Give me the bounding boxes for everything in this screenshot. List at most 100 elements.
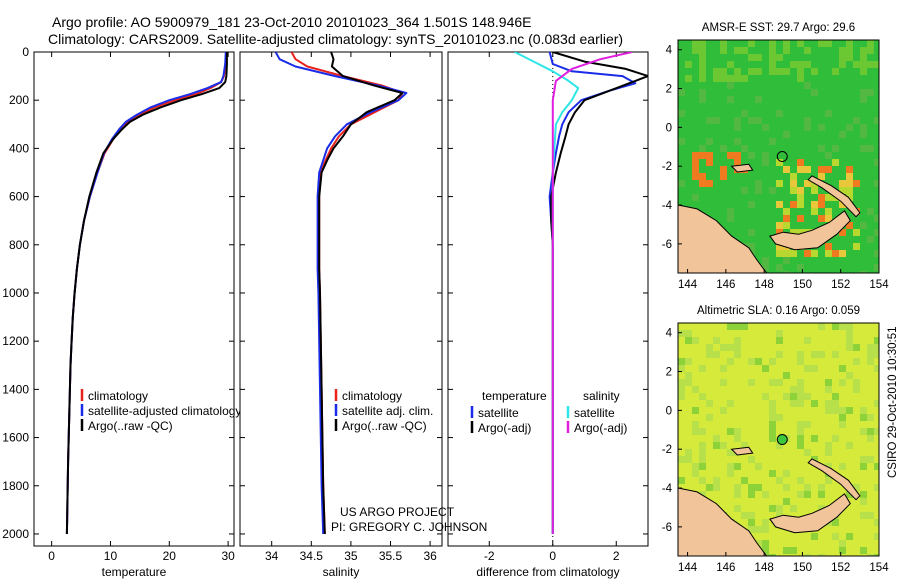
sla-map-cell: [783, 470, 790, 477]
sst-map-cell: [804, 124, 811, 131]
sst-map-cell: [776, 250, 783, 257]
temperature-xtick-label: 30: [221, 549, 235, 563]
sst-map-cell: [783, 250, 790, 257]
sst-map-field: [678, 40, 879, 273]
sst-map-cell: [860, 89, 867, 96]
sla-map-cell: [860, 512, 867, 519]
sst-map-cell: [755, 117, 762, 124]
sst-map-cell: [846, 124, 853, 131]
sla-map-xtick-label: 152: [831, 562, 850, 574]
sst-map-cell: [853, 61, 860, 68]
sla-map-xtick-label: 146: [716, 562, 735, 574]
sla-map-cell: [846, 372, 853, 379]
sla-map-cell: [769, 358, 776, 365]
sst-map-cell: [741, 187, 748, 194]
sst-map-cell: [727, 208, 734, 215]
sla-map-cell: [839, 421, 846, 428]
sla-map-cell: [846, 344, 853, 351]
sst-map-cell: [797, 264, 804, 271]
sst-map-cell: [818, 201, 825, 208]
sst-map-cell: [748, 68, 755, 75]
sst-map-cell: [846, 40, 853, 47]
sla-map-cell: [776, 414, 783, 421]
sla-map-cell: [825, 442, 832, 449]
sst-map-cell: [720, 40, 727, 47]
sla-map-cell: [720, 379, 727, 386]
sst-map-cell: [741, 47, 748, 54]
sst-map-cell: [720, 166, 727, 173]
sst-map-cell: [713, 68, 720, 75]
difference-series-line: [551, 52, 633, 534]
sst-map-cell: [797, 166, 804, 173]
sla-map-cell: [713, 337, 720, 344]
difference-xlabel: difference from climatology: [476, 565, 619, 579]
sla-map-cell: [804, 484, 811, 491]
salinity-xtick-label: 36: [423, 549, 437, 563]
sla-map-ytick-label: 2: [666, 367, 672, 379]
difference-xtick-label: 2: [613, 549, 620, 563]
depth-tick-label: 1800: [2, 479, 29, 493]
sst-map-land: [730, 163, 754, 173]
sla-map-cell: [769, 407, 776, 414]
sla-map-cell: [713, 442, 720, 449]
sst-map-cell: [804, 166, 811, 173]
sst-map-cell: [685, 61, 692, 68]
sst-map-cell: [776, 68, 783, 75]
sst-map-cell: [790, 250, 797, 257]
sst-map-cell: [811, 68, 818, 75]
sst-map-ytick-label: 0: [666, 122, 672, 134]
sst-map-cell: [699, 145, 706, 152]
sst-map-cell: [748, 201, 755, 208]
sla-map-cell: [867, 344, 874, 351]
sla-map-cell: [685, 379, 692, 386]
sla-map-cell: [755, 358, 762, 365]
sla-map-cell: [832, 407, 839, 414]
sst-map-cell: [706, 159, 713, 166]
sla-map-frame: [677, 322, 880, 557]
difference-legend-label: satellite: [478, 406, 519, 420]
sst-map-cell: [832, 68, 839, 75]
sst-map-cell: [678, 89, 685, 96]
sla-map-cell: [720, 365, 727, 372]
header-line-2: Climatology: CARS2009. Satellite-adjuste…: [48, 31, 623, 47]
depth-tick-label: 0: [22, 45, 29, 59]
sla-map-cell: [874, 337, 879, 344]
sst-map-cell: [783, 215, 790, 222]
sla-map-cell: [678, 456, 685, 463]
sst-map-cell: [839, 187, 846, 194]
sla-map-cell: [755, 463, 762, 470]
sst-map-cell: [692, 40, 699, 47]
sla-map-cell: [804, 421, 811, 428]
difference-xtick-label: 0: [549, 549, 556, 563]
sst-map-ytick-label: 4: [666, 45, 673, 57]
sst-map-cell: [790, 173, 797, 180]
sst-map-cell: [832, 145, 839, 152]
sst-map: AMSR-E SST: 29.7 Argo: 29.6 144 146 148 150 1…: [662, 22, 889, 291]
sla-map-cell: [678, 358, 685, 365]
sst-map-cell: [748, 229, 755, 236]
sst-map-cell: [867, 236, 874, 243]
legend-group-title: salinity: [583, 389, 620, 403]
sla-map-cell: [769, 421, 776, 428]
sst-map-cell: [755, 187, 762, 194]
sla-map-cell: [706, 484, 713, 491]
sla-map-cell: [678, 393, 685, 400]
sst-map-xtick-label: 152: [831, 279, 850, 291]
sla-map-cell: [762, 365, 769, 372]
sst-map-cell: [804, 82, 811, 89]
sst-map-cell: [783, 40, 790, 47]
sst-map-cell: [867, 145, 874, 152]
salinity-xtick-label: 35: [344, 549, 358, 563]
sst-map-cell: [874, 264, 879, 271]
sla-map-xtick-label: 144: [678, 562, 698, 574]
sst-map-cell: [727, 75, 734, 82]
sla-map-cell: [699, 393, 706, 400]
difference-legend-label: satellite: [574, 406, 615, 420]
sst-map-cell: [839, 180, 846, 187]
depth-tick-label: 1400: [2, 382, 29, 396]
sla-map-cell: [734, 463, 741, 470]
salinity-panel: 34 34.5 35 35.5 36 salinity climatologysatelli…: [239, 51, 443, 579]
sst-map-cell: [790, 61, 797, 68]
sla-map-cell: [713, 484, 720, 491]
sst-map-cell: [720, 47, 727, 54]
